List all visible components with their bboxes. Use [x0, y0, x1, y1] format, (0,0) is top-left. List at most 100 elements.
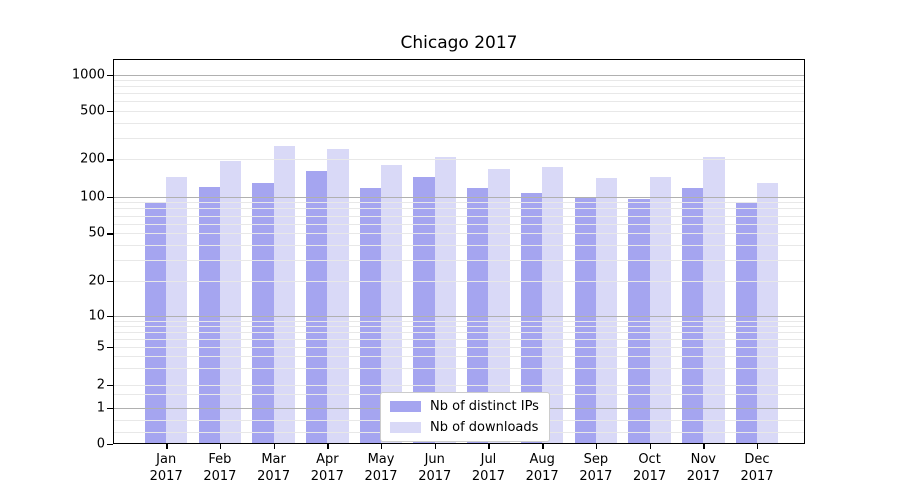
y-tick-label: 100 — [80, 189, 105, 205]
y-tick-label: 10 — [88, 308, 105, 324]
bar-downloads-feb — [219, 160, 242, 444]
bar-ips-dec — [735, 202, 757, 444]
gridline-minor — [113, 368, 805, 370]
bar-ips-may — [359, 187, 382, 444]
gridline-minor — [113, 215, 805, 217]
y-tick-mark — [107, 159, 113, 161]
y-tick-label: 1000 — [71, 67, 105, 83]
gridline-minor — [113, 338, 805, 340]
x-tick-mark — [542, 443, 544, 449]
x-tick-mark — [381, 443, 383, 449]
x-tick-mark — [327, 443, 329, 449]
x-tick-mark — [273, 443, 275, 449]
legend-item: Nb of downloads — [390, 420, 539, 435]
gridline-minor — [113, 93, 805, 95]
gridline-minor — [113, 202, 805, 204]
y-tick-mark — [107, 196, 113, 199]
gridline-minor — [113, 325, 805, 327]
gridline-minor — [113, 233, 805, 235]
bar-downloads-mar — [273, 146, 295, 444]
x-tick-label: May 2017 — [364, 451, 398, 485]
gridline-major — [113, 74, 805, 76]
bar-downloads-jan — [166, 177, 188, 444]
x-tick-mark — [703, 443, 705, 449]
y-tick-label: 5 — [96, 339, 105, 355]
x-tick-label: Jan 2017 — [149, 451, 183, 485]
x-tick-label: Feb 2017 — [203, 451, 237, 485]
y-tick-label: 20 — [88, 273, 105, 289]
x-tick-label: Dec 2017 — [740, 451, 774, 485]
bar-downloads-aug — [542, 166, 564, 444]
x-tick-mark — [434, 443, 437, 449]
bar-downloads-oct — [649, 177, 671, 444]
legend-swatch-icon — [390, 401, 421, 412]
gridline-major — [113, 196, 805, 198]
gridline-minor — [113, 208, 805, 210]
bar-downloads-apr — [327, 148, 349, 444]
bar-ips-aug — [520, 192, 543, 444]
x-tick-mark — [488, 443, 490, 449]
gridline-minor — [113, 223, 805, 225]
bar-ips-jun — [413, 176, 435, 444]
y-tick-mark — [107, 110, 113, 113]
x-tick-mark — [595, 443, 598, 449]
y-tick-label: 50 — [88, 225, 105, 241]
legend-swatch-icon — [390, 422, 421, 433]
gridline-minor — [113, 80, 805, 82]
gridline-minor — [113, 259, 805, 261]
y-tick-mark — [107, 74, 113, 77]
x-tick-label: Oct 2017 — [633, 451, 667, 485]
chart-title: Chicago 2017 — [400, 33, 518, 53]
gridline-minor — [113, 101, 805, 103]
bar-ips-apr — [306, 171, 328, 444]
bar-ips-nov — [682, 188, 704, 444]
gridline-minor — [113, 347, 805, 348]
gridline-minor — [113, 159, 805, 161]
x-tick-label: Jul 2017 — [471, 451, 505, 485]
gridline-minor — [113, 244, 805, 246]
legend: Nb of distinct IPs Nb of downloads — [380, 392, 550, 442]
gridline-minor — [113, 86, 805, 88]
legend-item-label: Nb of distinct IPs — [430, 399, 539, 414]
y-tick-mark — [107, 347, 113, 349]
x-tick-label: Nov 2017 — [686, 451, 720, 485]
legend-item: Nb of distinct IPs — [390, 399, 539, 414]
y-tick-mark — [107, 407, 113, 410]
x-tick-label: Apr 2017 — [310, 451, 344, 485]
x-tick-label: Mar 2017 — [257, 451, 291, 485]
gridline-minor — [113, 137, 805, 139]
y-tick-label: 500 — [80, 103, 105, 119]
bar-ips-feb — [198, 186, 220, 444]
bar-ips-mar — [252, 182, 274, 444]
bar-downloads-jul — [488, 169, 510, 444]
gridline-minor — [113, 281, 805, 282]
x-tick-mark — [219, 443, 222, 449]
bar-ips-jan — [144, 202, 167, 444]
gridline-minor — [113, 122, 805, 124]
x-tick-label: Sep 2017 — [579, 451, 613, 485]
y-tick-mark — [107, 385, 113, 387]
gridline-minor — [113, 320, 805, 322]
y-tick-mark — [107, 233, 113, 235]
x-tick-label: Jun 2017 — [418, 451, 452, 485]
gridline-minor — [113, 110, 805, 112]
y-tick-label: 1 — [96, 400, 105, 416]
y-tick-label: 200 — [80, 151, 105, 167]
y-tick-label: 0 — [96, 436, 105, 451]
y-tick-label: 2 — [96, 377, 105, 393]
bar-ips-sep — [574, 197, 596, 444]
x-tick-mark — [757, 443, 759, 449]
bar-downloads-dec — [757, 182, 779, 444]
x-tick-mark — [649, 443, 651, 449]
gridline-minor — [113, 385, 805, 386]
gridline-minor — [113, 356, 805, 358]
bar-downloads-sep — [595, 177, 618, 444]
gridline-minor — [113, 331, 805, 333]
y-tick-mark — [107, 443, 113, 445]
bar-downloads-jun — [434, 156, 457, 444]
x-tick-label: Aug 2017 — [525, 451, 559, 485]
gridline-major — [113, 316, 805, 317]
y-tick-mark — [107, 316, 113, 318]
y-tick-mark — [107, 281, 113, 283]
